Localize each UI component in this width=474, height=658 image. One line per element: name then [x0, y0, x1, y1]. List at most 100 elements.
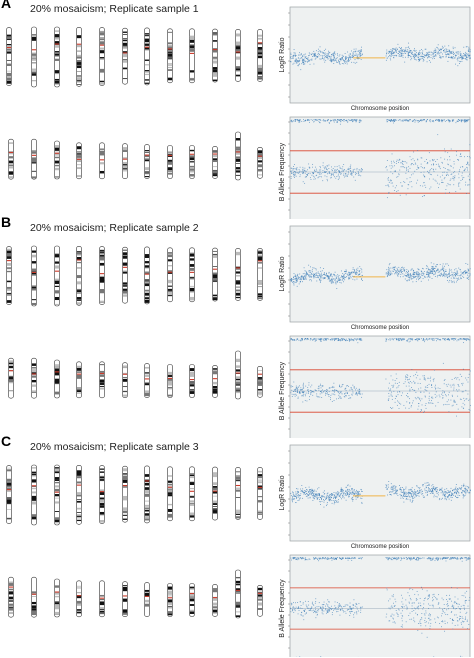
baf-ylabel: B Allele Frequency [279, 142, 286, 201]
chromosome-ideogram [122, 465, 128, 523]
logr-points [290, 262, 471, 290]
panel-letter: C [1, 433, 12, 449]
panel-letter: A [1, 0, 12, 11]
chromosome-ideogram [235, 248, 241, 301]
chromosome-ideogram [235, 350, 241, 400]
chromosome-ideogram [122, 581, 128, 617]
baf-points [290, 557, 471, 657]
chromosome-ideogram [189, 247, 195, 303]
chromosome-ideogram [167, 145, 173, 179]
chromosome-ideogram [31, 138, 37, 180]
baf-plot: Chromosome positionB Allele Frequency [279, 335, 471, 438]
chromosome-ideogram [257, 585, 263, 617]
panel-title: 20% mosaicism; Replicate sample 3 [30, 441, 199, 453]
chromosome-ideogram [235, 29, 241, 82]
chromosome-ideogram [31, 357, 37, 399]
chromosome-ideogram [257, 147, 263, 179]
panel-c: C 20% mosaicism; Replicate sample 3 Chro… [0, 433, 474, 657]
chromosome-ideogram [122, 362, 128, 398]
logr-xlabel: Chromosome position [351, 544, 409, 550]
chromosome-ideogram [99, 246, 105, 305]
chromosome-ideogram [8, 357, 14, 399]
chromosome-ideogram [235, 467, 241, 520]
logr-plot: Chromosome position LogR Ratio [279, 225, 471, 331]
chromosome-ideogram [235, 569, 241, 619]
chromosome-ideogram [167, 364, 173, 398]
chromosome-ideogram [76, 361, 82, 399]
chromosome-ideogram [167, 28, 173, 84]
ideogram-karyotype [6, 464, 263, 619]
chromosome-ideogram [189, 145, 195, 179]
logr-xlabel: Chromosome position [351, 325, 409, 331]
logr-ylabel: LogR Ratio [279, 475, 286, 510]
chromosome-ideogram [31, 464, 37, 526]
chromosome-ideogram [6, 465, 12, 524]
chromosome-ideogram [122, 246, 128, 304]
chromosome-ideogram [212, 365, 218, 398]
panel-letter: B [1, 214, 12, 230]
chromosome-ideogram [54, 245, 60, 307]
chromosome-ideogram [8, 576, 14, 618]
chromosome-ideogram [212, 466, 218, 521]
baf-points [290, 338, 471, 417]
chromosome-ideogram [76, 26, 82, 87]
chromosome-ideogram [167, 247, 173, 303]
chromosome-ideogram [31, 245, 37, 307]
chromosome-ideogram [99, 465, 105, 524]
chromosome-ideogram [189, 583, 195, 617]
chromosome-ideogram [122, 27, 128, 85]
chromosome-ideogram [144, 363, 150, 398]
baf-ylabel: B Allele Frequency [279, 579, 286, 638]
chromosome-ideogram [257, 248, 263, 301]
chromosome-ideogram [54, 578, 60, 618]
chromosome-ideogram [189, 466, 195, 522]
logr-points [290, 481, 471, 508]
chromosome-ideogram [54, 359, 60, 399]
chromosome-ideogram [54, 464, 60, 526]
logr-ylabel: LogR Ratio [279, 37, 286, 72]
chromosome-ideogram [6, 246, 12, 305]
panel-a: A 20% mosaicism; Replicate sample 1 Chro… [0, 0, 474, 219]
chromosome-ideogram [144, 582, 150, 617]
baf-plot: Chromosome positionB Allele Frequency [279, 116, 471, 219]
ideogram-karyotype [6, 245, 263, 400]
chromosome-ideogram [212, 146, 218, 179]
chromosome-ideogram [167, 466, 173, 522]
baf-ylabel: B Allele Frequency [279, 361, 286, 420]
chromosome-ideogram [76, 142, 82, 180]
chromosome-ideogram [31, 26, 37, 88]
chromosome-ideogram [76, 464, 82, 525]
chromosome-ideogram [257, 467, 263, 520]
chromosome-ideogram [99, 142, 105, 180]
chromosome-ideogram [122, 143, 128, 179]
chromosome-ideogram [144, 246, 150, 305]
chromosome-ideogram [99, 361, 105, 399]
chromosome-ideogram [6, 27, 12, 86]
logr-plot: Chromosome position LogR Ratio [279, 444, 471, 550]
panel-b: B 20% mosaicism; Replicate sample 2 Chro… [0, 214, 474, 438]
baf-plot: Chromosome positionB Allele Frequency [279, 554, 471, 657]
chromosome-ideogram [31, 576, 37, 618]
chromosome-ideogram [54, 26, 60, 88]
chromosome-ideogram [167, 583, 173, 617]
chromosome-ideogram [235, 131, 241, 181]
chromosome-ideogram [76, 580, 82, 618]
logr-ylabel: LogR Ratio [279, 256, 286, 291]
chromosome-ideogram [257, 366, 263, 398]
chromosome-ideogram [99, 580, 105, 618]
panel-title: 20% mosaicism; Replicate sample 2 [30, 222, 199, 234]
chromosome-ideogram [76, 245, 82, 306]
chromosome-ideogram [189, 364, 195, 398]
chromosome-ideogram [8, 138, 14, 180]
chromosome-ideogram [212, 584, 218, 617]
panel-title: 20% mosaicism; Replicate sample 1 [30, 3, 199, 15]
logr-xlabel: Chromosome position [351, 106, 409, 112]
chromosome-ideogram [144, 144, 150, 179]
logr-plot: Chromosome position LogR Ratio [279, 6, 471, 112]
chromosome-ideogram [189, 28, 195, 84]
chromosome-ideogram [99, 27, 105, 86]
chromosome-ideogram [54, 140, 60, 180]
